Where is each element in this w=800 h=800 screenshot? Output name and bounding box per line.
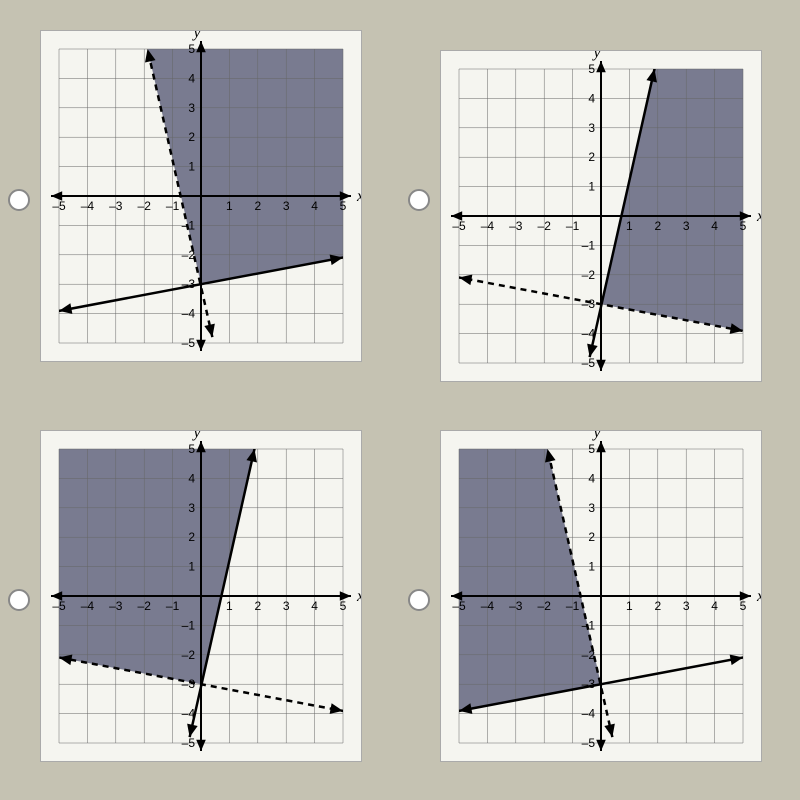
svg-text:–3: –3 xyxy=(509,599,523,613)
svg-text:–1: –1 xyxy=(566,599,580,613)
svg-text:2: 2 xyxy=(254,199,261,213)
svg-text:–3: –3 xyxy=(182,677,196,691)
svg-text:y: y xyxy=(591,51,601,61)
svg-text:x: x xyxy=(356,188,361,205)
svg-text:–2: –2 xyxy=(538,599,552,613)
svg-text:–4: –4 xyxy=(582,707,596,721)
graph-top-left: –5–4–3–2–112345–5–4–3–2–112345xy xyxy=(40,30,362,362)
svg-text:y: y xyxy=(191,31,201,41)
svg-text:–4: –4 xyxy=(481,599,495,613)
svg-text:–2: –2 xyxy=(538,219,552,233)
graph-bottom-right: –5–4–3–2–112345–5–4–3–2–112345xy xyxy=(440,430,762,762)
svg-text:1: 1 xyxy=(626,219,633,233)
svg-text:4: 4 xyxy=(588,471,595,485)
svg-text:–4: –4 xyxy=(81,599,95,613)
svg-text:5: 5 xyxy=(588,442,595,456)
graph-top-right: –5–4–3–2–112345–5–4–3–2–112345xy xyxy=(440,50,762,382)
svg-text:2: 2 xyxy=(188,530,195,544)
svg-text:2: 2 xyxy=(588,150,595,164)
svg-text:4: 4 xyxy=(188,71,195,85)
svg-text:1: 1 xyxy=(226,199,233,213)
svg-text:–4: –4 xyxy=(481,219,495,233)
radio-b[interactable] xyxy=(408,189,430,211)
svg-text:–4: –4 xyxy=(182,307,196,321)
svg-text:4: 4 xyxy=(711,219,718,233)
svg-text:–5: –5 xyxy=(452,599,466,613)
svg-text:–3: –3 xyxy=(509,219,523,233)
svg-text:–5: –5 xyxy=(582,356,596,370)
svg-text:3: 3 xyxy=(188,501,195,515)
svg-text:x: x xyxy=(756,208,761,225)
svg-text:2: 2 xyxy=(188,130,195,144)
option-d[interactable]: –5–4–3–2–112345–5–4–3–2–112345xy xyxy=(400,400,800,800)
options-grid: –5–4–3–2–112345–5–4–3–2–112345xy –5–4–3–… xyxy=(0,0,800,800)
svg-text:–3: –3 xyxy=(109,199,123,213)
svg-text:–5: –5 xyxy=(182,736,196,750)
svg-text:–5: –5 xyxy=(582,736,596,750)
option-a[interactable]: –5–4–3–2–112345–5–4–3–2–112345xy xyxy=(0,0,400,400)
svg-text:3: 3 xyxy=(283,599,290,613)
svg-text:4: 4 xyxy=(311,199,318,213)
svg-text:–1: –1 xyxy=(166,599,180,613)
svg-text:3: 3 xyxy=(683,599,690,613)
svg-text:–1: –1 xyxy=(566,219,580,233)
svg-text:x: x xyxy=(756,588,761,605)
svg-text:4: 4 xyxy=(311,599,318,613)
svg-text:y: y xyxy=(191,431,201,441)
radio-d[interactable] xyxy=(408,589,430,611)
svg-text:5: 5 xyxy=(740,219,747,233)
svg-text:–1: –1 xyxy=(182,618,196,632)
option-c[interactable]: –5–4–3–2–112345–5–4–3–2–112345xy xyxy=(0,400,400,800)
svg-text:–2: –2 xyxy=(182,648,196,662)
svg-text:–5: –5 xyxy=(452,219,466,233)
svg-text:2: 2 xyxy=(588,530,595,544)
svg-text:–2: –2 xyxy=(138,599,152,613)
radio-c[interactable] xyxy=(8,589,30,611)
svg-text:–1: –1 xyxy=(166,199,180,213)
svg-text:–3: –3 xyxy=(109,599,123,613)
svg-text:4: 4 xyxy=(588,91,595,105)
svg-text:3: 3 xyxy=(283,199,290,213)
svg-text:1: 1 xyxy=(588,180,595,194)
svg-text:5: 5 xyxy=(188,442,195,456)
svg-text:3: 3 xyxy=(588,121,595,135)
radio-a[interactable] xyxy=(8,189,30,211)
svg-text:3: 3 xyxy=(588,501,595,515)
svg-text:–3: –3 xyxy=(582,677,596,691)
svg-text:1: 1 xyxy=(226,599,233,613)
svg-text:5: 5 xyxy=(340,599,347,613)
svg-text:2: 2 xyxy=(654,599,661,613)
svg-text:3: 3 xyxy=(188,101,195,115)
svg-text:–3: –3 xyxy=(582,297,596,311)
svg-text:2: 2 xyxy=(654,219,661,233)
svg-text:–5: –5 xyxy=(52,599,66,613)
svg-text:4: 4 xyxy=(188,471,195,485)
svg-text:–2: –2 xyxy=(138,199,152,213)
svg-text:1: 1 xyxy=(188,160,195,174)
svg-text:1: 1 xyxy=(626,599,633,613)
option-b[interactable]: –5–4–3–2–112345–5–4–3–2–112345xy xyxy=(400,0,800,400)
graph-bottom-left: –5–4–3–2–112345–5–4–3–2–112345xy xyxy=(40,430,362,762)
svg-text:2: 2 xyxy=(254,599,261,613)
svg-text:–3: –3 xyxy=(182,277,196,291)
svg-text:–2: –2 xyxy=(582,268,596,282)
svg-text:5: 5 xyxy=(740,599,747,613)
svg-text:–4: –4 xyxy=(81,199,95,213)
svg-text:1: 1 xyxy=(188,560,195,574)
svg-text:–5: –5 xyxy=(182,336,196,350)
svg-text:y: y xyxy=(591,431,601,441)
svg-text:5: 5 xyxy=(340,199,347,213)
svg-text:–1: –1 xyxy=(582,238,596,252)
svg-text:5: 5 xyxy=(188,42,195,56)
svg-text:5: 5 xyxy=(588,62,595,76)
svg-text:–5: –5 xyxy=(52,199,66,213)
svg-text:4: 4 xyxy=(711,599,718,613)
svg-text:3: 3 xyxy=(683,219,690,233)
svg-text:x: x xyxy=(356,588,361,605)
svg-text:1: 1 xyxy=(588,560,595,574)
